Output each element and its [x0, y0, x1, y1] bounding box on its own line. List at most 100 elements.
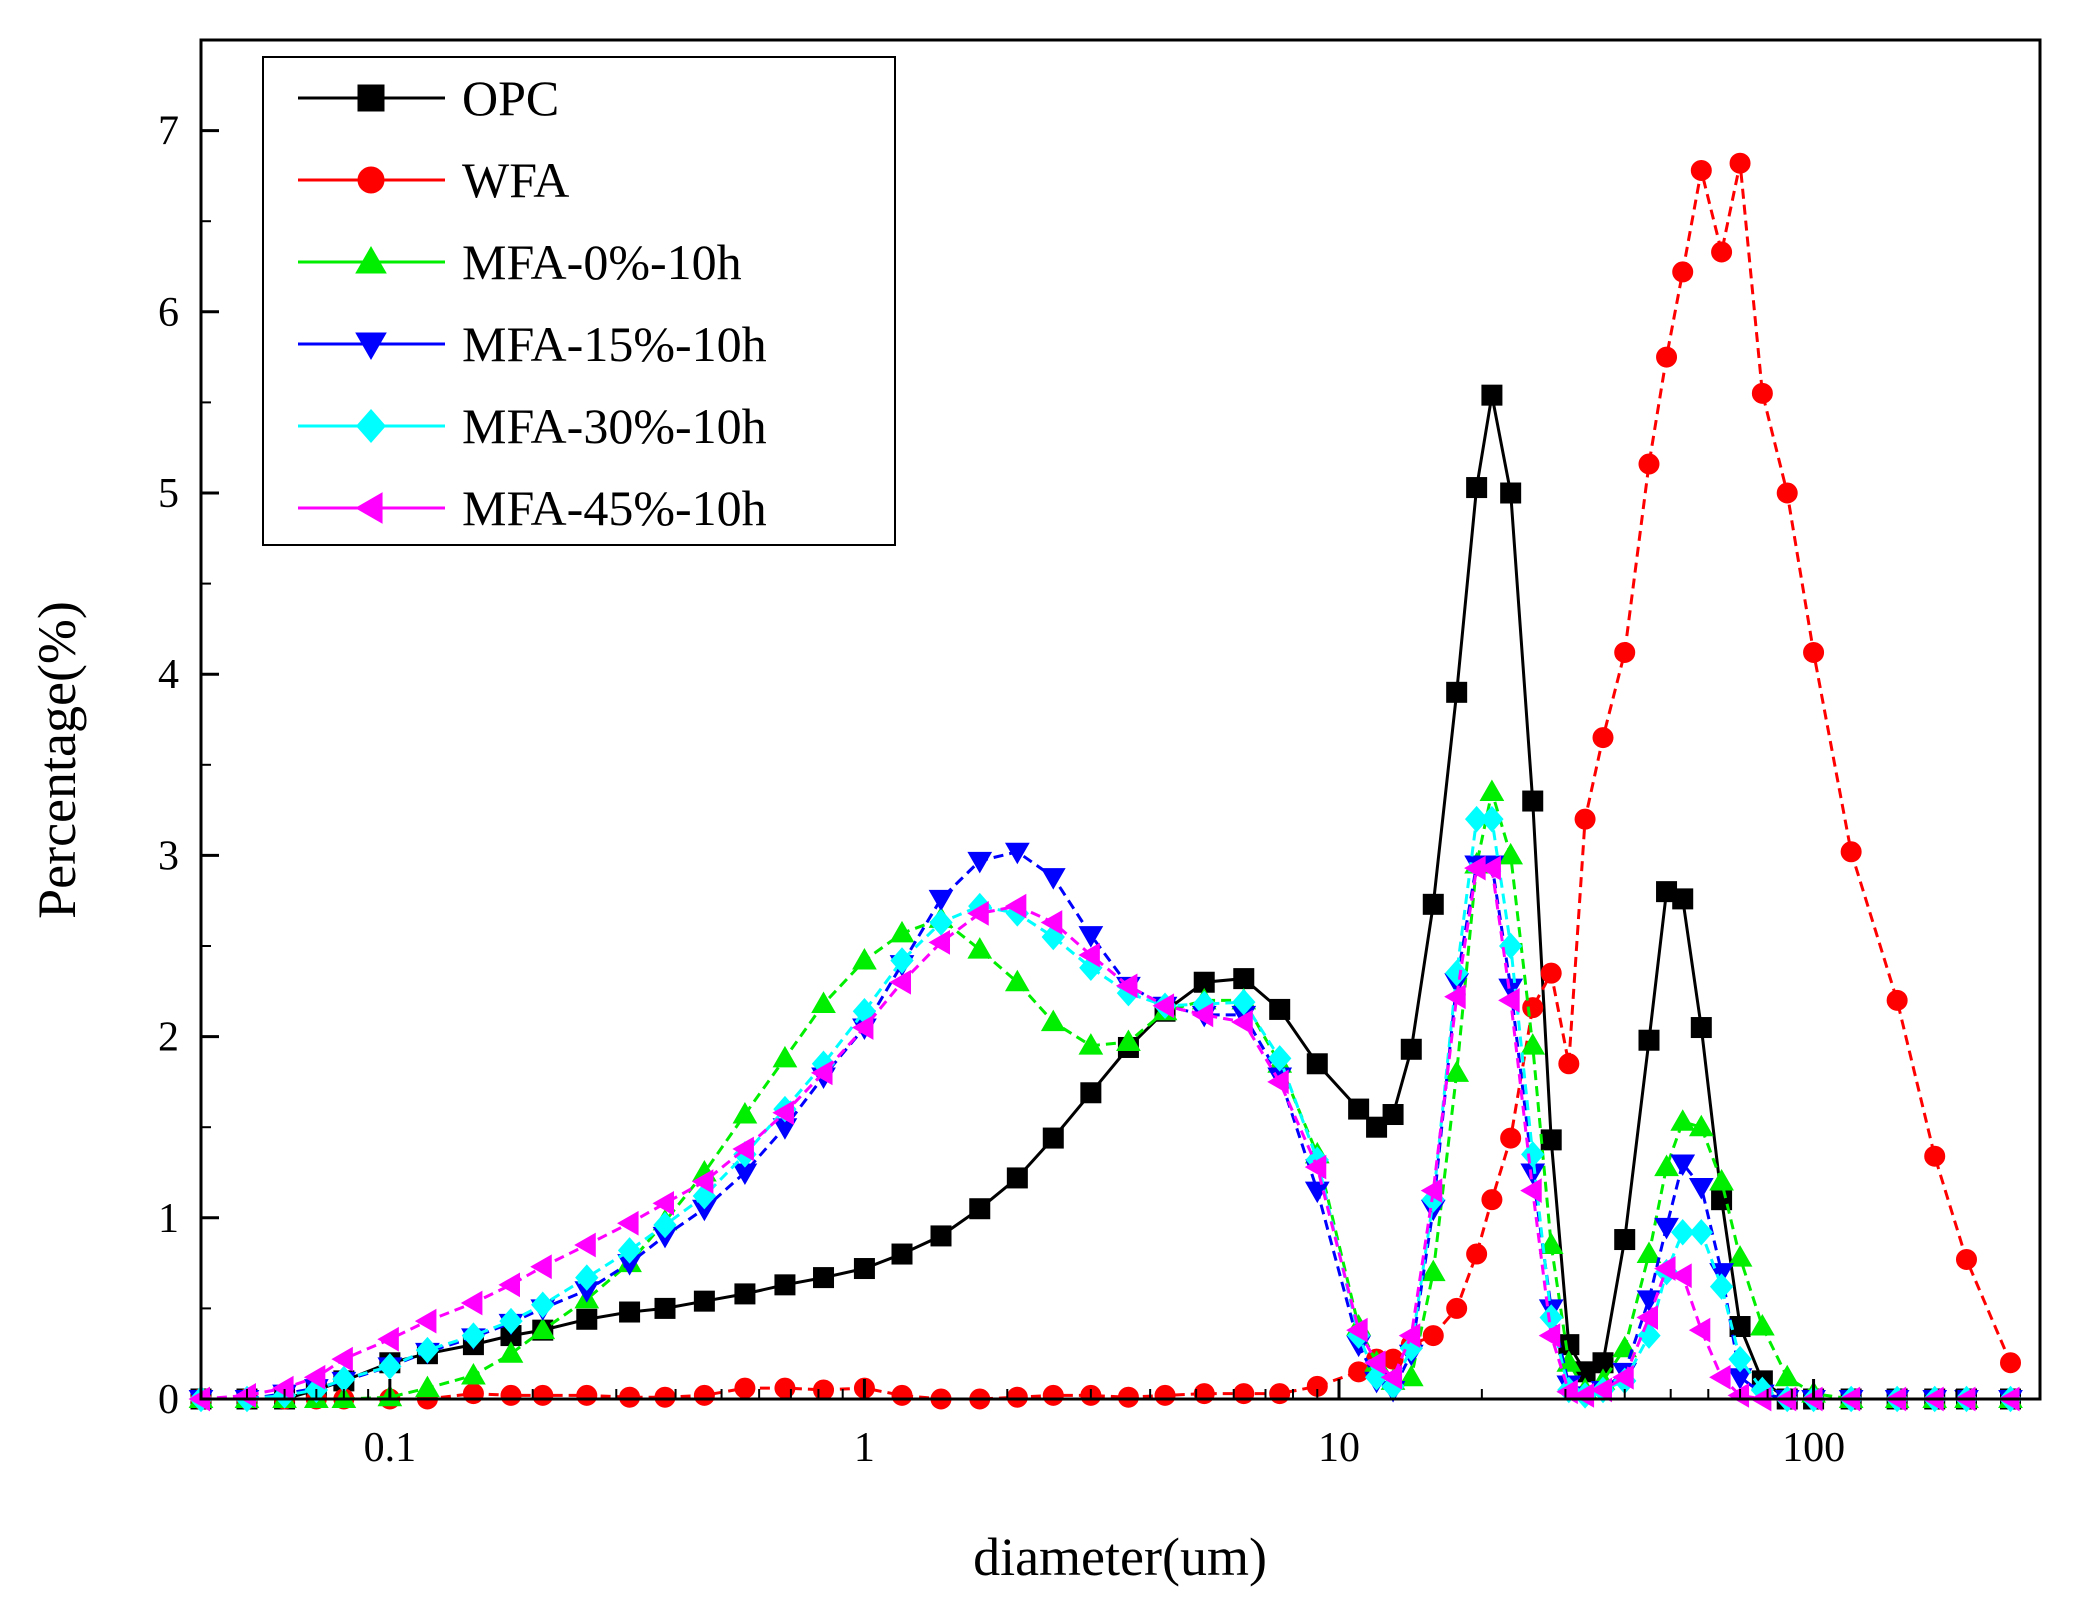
data-point: [1729, 152, 1751, 174]
data-point: [1346, 1317, 1368, 1343]
data-point: [331, 1346, 353, 1372]
data-point: [1614, 1229, 1636, 1251]
data-point: [811, 991, 836, 1013]
y-tick-label: 1: [158, 1196, 179, 1242]
legend-entry: MFA-30%-10h: [298, 398, 767, 454]
data-point: [890, 947, 914, 974]
y-tick-label: 3: [158, 833, 179, 879]
data-point: [734, 1283, 756, 1305]
data-point: [1636, 1241, 1662, 1264]
data-point: [1522, 790, 1544, 812]
data-point: [461, 1322, 486, 1349]
data-point: [929, 909, 953, 936]
data-point: [774, 1377, 796, 1399]
legend-entry: MFA-15%-10h: [298, 316, 767, 372]
data-point: [1749, 1314, 1775, 1336]
data-point: [1612, 1364, 1634, 1390]
legend-marker: [355, 246, 387, 274]
data-point: [1709, 1364, 1731, 1390]
data-point: [1004, 842, 1030, 865]
y-axis-title: Percentage(%): [27, 601, 87, 919]
x-axis-title: diameter(um): [973, 1527, 1267, 1587]
legend-marker: [355, 332, 387, 360]
data-point: [498, 1272, 520, 1298]
data-point: [234, 1383, 256, 1408]
data-point: [1924, 1145, 1946, 1167]
data-point: [1672, 888, 1694, 910]
data-point: [461, 1362, 486, 1385]
data-point: [576, 1308, 598, 1330]
data-point: [619, 1301, 641, 1323]
data-point: [774, 1274, 796, 1296]
data-point: [1590, 1377, 1613, 1403]
legend-entry: WFA: [298, 152, 569, 208]
data-point: [530, 1317, 556, 1340]
data-point: [1774, 1364, 1800, 1387]
x-tick-label: 1: [854, 1425, 875, 1471]
data-point: [889, 969, 912, 995]
data-point: [1886, 989, 1908, 1011]
data-point: [652, 1190, 675, 1216]
data-point: [891, 1384, 913, 1406]
data-point: [499, 1307, 523, 1335]
data-point: [1444, 1060, 1470, 1082]
legend-box: [262, 56, 896, 546]
data-point: [1540, 1129, 1562, 1151]
data-point: [693, 1290, 715, 1312]
data-point: [617, 1237, 642, 1264]
data-point: [532, 1384, 554, 1406]
data-point: [851, 1015, 874, 1040]
data-point: [1040, 868, 1066, 890]
data-point: [1420, 1178, 1443, 1203]
data-point: [1572, 1383, 1595, 1408]
legend-label: MFA-0%-10h: [462, 234, 742, 290]
data-point: [889, 920, 915, 943]
data-point: [1522, 997, 1544, 1019]
data-point: [377, 1326, 399, 1352]
data-point: [1466, 1243, 1488, 1265]
data-point: [1004, 969, 1030, 992]
y-axis: 0 1 2 3 4 5 6 7: [158, 39, 219, 1423]
data-point: [1152, 993, 1175, 1019]
data-point: [653, 1211, 677, 1239]
data-point: [462, 1383, 484, 1405]
data-point: [1540, 962, 1562, 984]
legend-marker: [355, 492, 383, 524]
data-point: [1690, 1017, 1712, 1039]
legend-label: OPC: [462, 70, 559, 126]
data-point: [1078, 1033, 1104, 1055]
plot-content: [188, 152, 2023, 1413]
data-point: [1776, 482, 1798, 504]
data-point: [1592, 727, 1614, 749]
data-point: [1080, 1082, 1102, 1104]
data-point: [1481, 1189, 1503, 1211]
data-point: [498, 1341, 524, 1363]
data-point: [1304, 1154, 1327, 1180]
y-tick-label: 6: [158, 290, 179, 336]
data-point: [1479, 855, 1501, 881]
data-point: [928, 930, 951, 955]
x-tick-label: 10: [1318, 1425, 1360, 1471]
data-point: [1803, 641, 1825, 663]
data-point: [1614, 641, 1636, 663]
data-point: [1191, 1002, 1214, 1028]
data-point: [772, 1100, 794, 1126]
data-point: [1480, 805, 1504, 833]
y-tick-label: 5: [158, 471, 179, 517]
data-point: [1672, 261, 1694, 283]
data-point: [1636, 1305, 1658, 1330]
data-point: [415, 1375, 440, 1398]
data-point: [575, 1264, 599, 1291]
data-point: [1348, 1361, 1370, 1383]
legend-marker: [357, 166, 385, 194]
data-point: [1042, 1384, 1064, 1406]
data-point: [414, 1308, 437, 1334]
data-point: [574, 1232, 596, 1258]
data-point: [693, 1384, 715, 1406]
y-tick-label: 7: [158, 109, 179, 155]
data-point: [1670, 1154, 1696, 1176]
data-point: [1116, 1029, 1141, 1052]
x-tick-label: 100: [1782, 1425, 1845, 1471]
data-point: [378, 1353, 402, 1380]
data-point: [967, 901, 989, 926]
